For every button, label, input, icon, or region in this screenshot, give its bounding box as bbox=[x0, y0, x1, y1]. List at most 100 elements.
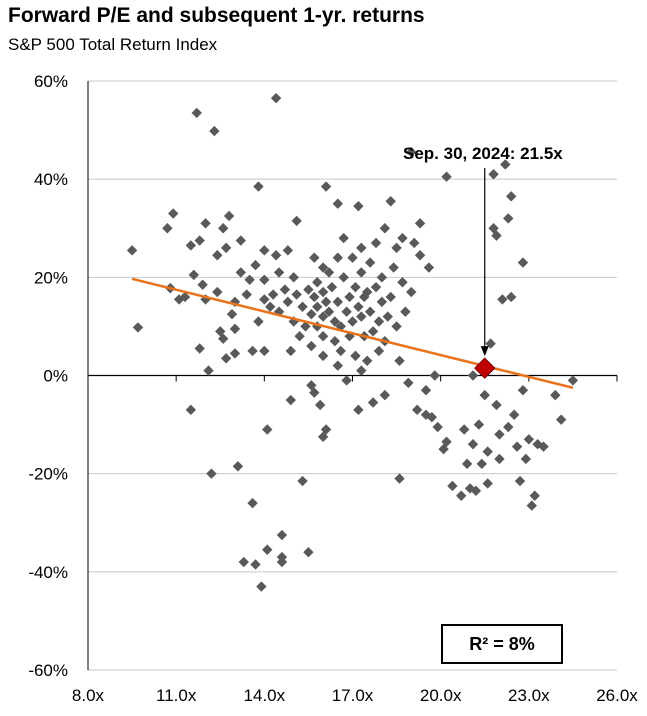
data-point bbox=[217, 223, 229, 234]
data-point bbox=[385, 196, 396, 207]
data-point bbox=[373, 316, 385, 327]
data-point bbox=[259, 274, 270, 285]
data-point bbox=[235, 267, 247, 278]
x-tick-label: 23.0x bbox=[508, 686, 550, 705]
x-tick-label: 11.0x bbox=[156, 686, 197, 705]
data-point bbox=[388, 262, 399, 273]
y-tick-label: 40% bbox=[34, 170, 68, 189]
data-point bbox=[379, 389, 391, 401]
data-point bbox=[506, 191, 517, 202]
data-point bbox=[309, 291, 320, 303]
data-point bbox=[259, 294, 270, 305]
data-point bbox=[235, 235, 247, 246]
data-point bbox=[244, 274, 255, 285]
data-point bbox=[538, 441, 549, 452]
data-point bbox=[467, 370, 479, 381]
data-point bbox=[332, 198, 344, 209]
data-point bbox=[353, 200, 364, 212]
data-point bbox=[423, 262, 435, 273]
data-point bbox=[411, 404, 423, 416]
data-point bbox=[132, 322, 144, 333]
data-point bbox=[373, 345, 385, 357]
data-point bbox=[473, 419, 485, 430]
data-point bbox=[317, 331, 329, 342]
data-point bbox=[488, 169, 499, 180]
x-tick-label: 17.0x bbox=[332, 686, 374, 705]
annotation-label: Sep. 30, 2024: 21.5x bbox=[403, 144, 563, 163]
data-point bbox=[320, 296, 332, 308]
data-point bbox=[256, 581, 267, 592]
data-point bbox=[356, 311, 367, 322]
data-point bbox=[168, 208, 179, 219]
data-point bbox=[350, 350, 361, 362]
data-point bbox=[494, 429, 505, 440]
data-point bbox=[338, 272, 349, 283]
data-point bbox=[306, 340, 317, 352]
data-point bbox=[262, 544, 273, 555]
data-point bbox=[447, 480, 458, 492]
data-point bbox=[341, 306, 352, 317]
data-point bbox=[335, 345, 346, 357]
data-point bbox=[265, 301, 276, 312]
data-point bbox=[203, 365, 214, 376]
data-point bbox=[282, 245, 294, 256]
data-point bbox=[391, 321, 402, 332]
data-point bbox=[379, 223, 391, 234]
data-point bbox=[270, 250, 282, 261]
data-point bbox=[217, 333, 229, 344]
data-point bbox=[432, 421, 443, 433]
data-point bbox=[503, 213, 514, 224]
data-point bbox=[441, 436, 452, 447]
data-point bbox=[223, 210, 235, 222]
data-point bbox=[441, 171, 452, 182]
data-point bbox=[229, 323, 241, 335]
data-point bbox=[382, 311, 393, 322]
data-point bbox=[520, 453, 532, 465]
data-point bbox=[209, 125, 220, 137]
data-point bbox=[229, 348, 241, 359]
data-point bbox=[279, 284, 291, 295]
data-point bbox=[350, 281, 361, 293]
data-point bbox=[300, 321, 311, 332]
data-point bbox=[426, 412, 438, 423]
data-point bbox=[361, 286, 373, 298]
data-point bbox=[320, 424, 332, 435]
data-point bbox=[303, 284, 314, 295]
data-point bbox=[397, 277, 408, 288]
data-point bbox=[212, 250, 223, 261]
data-point bbox=[253, 316, 264, 327]
data-point bbox=[317, 286, 329, 298]
data-point bbox=[282, 296, 294, 308]
y-tick-label: -20% bbox=[28, 465, 68, 484]
data-point bbox=[212, 286, 223, 298]
data-point bbox=[276, 556, 288, 568]
data-point bbox=[406, 286, 417, 298]
data-point bbox=[491, 399, 502, 411]
data-point bbox=[320, 181, 332, 192]
data-point bbox=[232, 461, 244, 472]
data-point bbox=[364, 306, 376, 317]
data-point bbox=[458, 424, 470, 435]
data-point bbox=[476, 458, 488, 470]
chart-title: Forward P/E and subsequent 1-yr. returns bbox=[8, 4, 425, 27]
data-point bbox=[514, 475, 526, 487]
data-point bbox=[394, 473, 405, 484]
data-point bbox=[385, 291, 396, 303]
data-point bbox=[220, 242, 232, 254]
data-point bbox=[367, 326, 379, 337]
data-point bbox=[262, 424, 273, 435]
data-point bbox=[482, 478, 493, 489]
data-point bbox=[332, 360, 344, 371]
data-point bbox=[185, 240, 197, 251]
data-point bbox=[344, 291, 355, 303]
y-tick-label: 0% bbox=[43, 367, 68, 386]
trend-line bbox=[131, 277, 574, 389]
data-point bbox=[191, 107, 202, 119]
data-point bbox=[259, 245, 270, 256]
data-point bbox=[303, 547, 314, 558]
data-point bbox=[461, 458, 473, 470]
data-point bbox=[194, 235, 205, 246]
data-point bbox=[414, 218, 426, 229]
data-point bbox=[317, 350, 329, 362]
data-point bbox=[370, 281, 382, 293]
